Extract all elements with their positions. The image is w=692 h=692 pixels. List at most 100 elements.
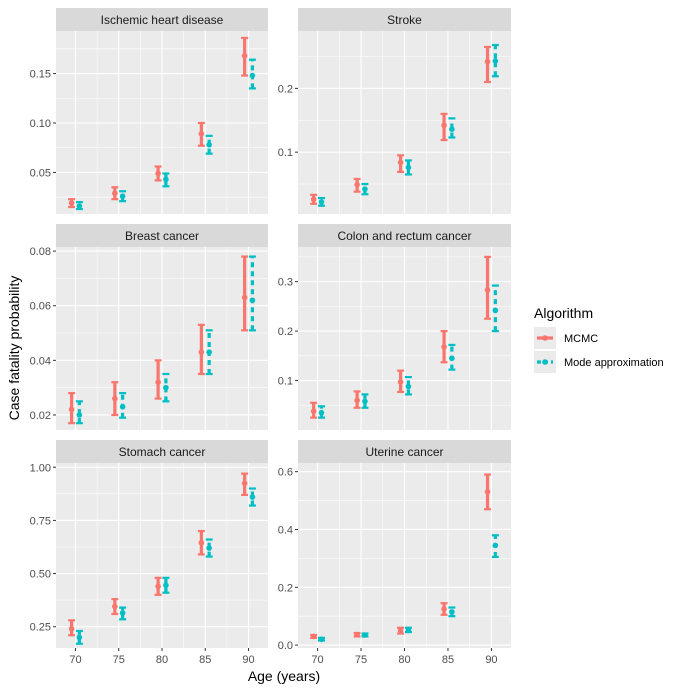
mcmc-85-point — [198, 349, 205, 355]
x-tick-label: 85 — [442, 654, 454, 666]
mcmc-90-point — [484, 287, 491, 293]
mode-approx-85-point — [206, 141, 212, 148]
panel-title: Breast cancer — [125, 229, 199, 243]
mcmc-90-point — [241, 294, 248, 301]
y-tick-label: 0.75 — [30, 515, 51, 527]
mode-approx-85-point — [206, 545, 212, 551]
legend-point-mode — [542, 359, 548, 365]
y-tick-label: 0.50 — [30, 569, 51, 581]
y-tick-label: 0.1 — [278, 376, 293, 388]
panel-2: Stroke 0.1 0.2 — [278, 8, 511, 214]
mcmc-75-point — [112, 603, 118, 610]
mcmc-80-point — [155, 379, 161, 386]
x-tick-label: 75 — [113, 654, 125, 666]
mcmc-85-point — [198, 131, 205, 137]
y-tick-label: 0.3 — [278, 277, 293, 289]
y-tick-label: 0.06 — [30, 301, 51, 313]
panel-title: Stroke — [387, 13, 422, 27]
legend-label-mcmc: MCMC — [564, 333, 598, 345]
mode-approx-80-point — [405, 164, 412, 171]
mode-approx-75-point — [119, 610, 126, 616]
x-tick-label: 90 — [242, 654, 254, 666]
x-tick-label: 70 — [69, 654, 81, 666]
mode-approx-90-point — [492, 58, 499, 64]
panel-3: Breast cancer 0.02 0.04 0.06 0.08 — [30, 224, 268, 430]
y-tick-label: 0.4 — [278, 524, 293, 536]
mcmc-85-point — [441, 122, 447, 129]
y-tick-label: 0.25 — [30, 622, 51, 634]
mcmc-75-point — [354, 397, 360, 404]
mcmc-90-point — [484, 489, 491, 495]
mode-approx-90-point — [249, 297, 256, 304]
mcmc-70-point — [310, 196, 317, 203]
y-tick-label: 0.05 — [30, 167, 51, 179]
mode-approx-70-point — [318, 199, 325, 205]
mode-approx-85-point — [449, 355, 455, 362]
panel-strip — [56, 440, 268, 463]
panel-1: Ischemic heart disease 0.05 0.10 0.15 — [30, 8, 268, 214]
y-tick-label: 0.2 — [278, 83, 293, 95]
mcmc-80-point — [397, 379, 404, 385]
panel-4: Colon and rectum cancer 0.1 0.2 0.3 — [278, 224, 511, 430]
mcmc-75-point — [112, 190, 118, 197]
mcmc-80-point — [155, 583, 161, 590]
mode-approx-90-point — [492, 542, 499, 549]
y-tick-label: 1.00 — [30, 462, 51, 474]
mode-approx-70-point — [76, 412, 83, 418]
panel-5: Stomach cancer 0.25 0.50 0.75 1.00 70 75 80 85 90 — [30, 440, 268, 666]
y-tick-label: 0.6 — [278, 467, 293, 479]
mode-approx-85-point — [449, 609, 455, 615]
mode-approx-70-point — [76, 634, 83, 641]
mcmc-75-point — [354, 631, 360, 638]
mode-approx-80-point — [163, 384, 169, 391]
mode-approx-90-point — [249, 72, 256, 79]
panel-strip — [298, 224, 511, 247]
y-tick-label: 0.2 — [278, 326, 293, 338]
mcmc-75-point — [354, 181, 360, 188]
y-tick-label: 0.04 — [30, 355, 51, 367]
x-axis-title: Age (years) — [248, 668, 320, 684]
panel-title: Uterine cancer — [365, 445, 443, 459]
mode-approx-70-point — [318, 409, 325, 416]
mode-approx-90-point — [249, 494, 256, 500]
mcmc-85-point — [441, 344, 447, 350]
mode-approx-75-point — [362, 186, 368, 192]
y-tick-label: 0.10 — [30, 118, 51, 130]
x-tick-label: 75 — [355, 654, 367, 666]
mcmc-80-point — [397, 159, 404, 166]
mode-approx-75-point — [362, 632, 368, 638]
mcmc-80-point — [155, 170, 161, 177]
y-tick-label: 0.2 — [278, 582, 293, 594]
x-tick-label: 80 — [398, 654, 410, 666]
mcmc-70-point — [310, 633, 317, 640]
x-tick-label: 70 — [311, 654, 323, 666]
panel-strip — [56, 224, 268, 247]
y-tick-label: 0.1 — [278, 147, 293, 159]
panel-6: Uterine cancer 0.0 0.2 0.4 0.6 70 75 80 85 90 — [278, 440, 511, 666]
y-tick-label: 0.0 — [278, 640, 293, 652]
mode-approx-70-point — [318, 636, 325, 643]
mode-approx-75-point — [362, 398, 368, 405]
panel-strip — [298, 8, 511, 31]
mcmc-90-point — [484, 58, 491, 65]
mcmc-70-point — [68, 200, 75, 206]
y-axis-title: Case fatality probability — [6, 276, 22, 421]
panel-strip — [298, 440, 511, 463]
mcmc-80-point — [397, 627, 404, 634]
mode-approx-80-point — [405, 383, 412, 390]
y-tick-label: 0.02 — [30, 410, 51, 422]
mcmc-90-point — [241, 480, 248, 487]
legend-label-mode: Mode approximation — [564, 357, 664, 369]
mcmc-70-point — [68, 626, 75, 632]
panel-strip — [56, 8, 268, 31]
mode-approx-70-point — [76, 203, 83, 209]
mode-approx-80-point — [163, 176, 169, 183]
mcmc-75-point — [112, 395, 118, 402]
facet-panels: Ischemic heart disease 0.05 0.10 0.15 Stroke… — [30, 8, 511, 666]
mode-approx-90-point — [492, 307, 499, 314]
mode-approx-85-point — [449, 126, 455, 132]
panel-title: Colon and rectum cancer — [337, 229, 471, 243]
mode-approx-80-point — [405, 627, 412, 633]
mode-approx-75-point — [119, 403, 126, 410]
